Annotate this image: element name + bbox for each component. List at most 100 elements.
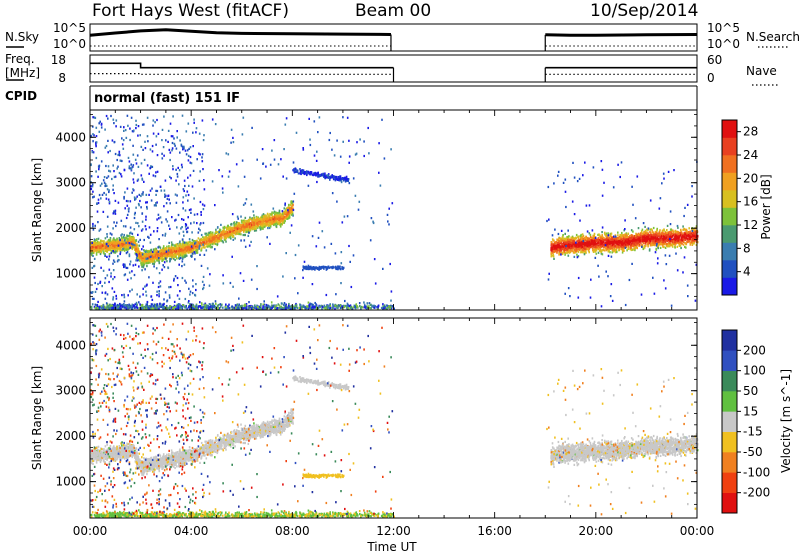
power-point bbox=[221, 240, 224, 243]
power-point bbox=[285, 211, 287, 214]
power-point bbox=[200, 239, 203, 242]
power-point bbox=[631, 239, 634, 242]
power-point bbox=[624, 233, 627, 236]
power-point bbox=[187, 245, 189, 248]
power-point bbox=[620, 234, 622, 237]
power-point bbox=[128, 239, 131, 242]
power-point bbox=[132, 235, 134, 238]
power-point bbox=[100, 242, 102, 245]
power-point bbox=[582, 235, 585, 238]
power-point bbox=[122, 242, 125, 245]
power-point bbox=[580, 236, 582, 239]
power-point bbox=[338, 176, 341, 179]
power-point bbox=[634, 236, 636, 239]
power-point bbox=[154, 260, 156, 263]
power-point bbox=[103, 248, 105, 251]
power-point bbox=[571, 245, 573, 248]
power-point bbox=[550, 241, 553, 244]
power-point bbox=[590, 239, 593, 242]
power-point bbox=[601, 234, 603, 237]
power-point bbox=[185, 241, 187, 244]
power-point bbox=[251, 219, 253, 222]
power-point bbox=[276, 217, 278, 220]
power-point bbox=[236, 227, 239, 231]
power-point bbox=[262, 217, 264, 220]
power-point bbox=[214, 242, 217, 246]
power-point bbox=[564, 252, 567, 255]
power-point bbox=[271, 211, 273, 214]
power-point bbox=[653, 239, 656, 242]
power-point bbox=[114, 239, 117, 242]
power-point bbox=[642, 247, 645, 251]
power-point bbox=[602, 239, 605, 242]
power-point bbox=[685, 246, 687, 249]
power-point bbox=[611, 237, 613, 240]
power-point bbox=[647, 234, 649, 237]
power-point bbox=[647, 245, 649, 248]
power-point bbox=[589, 243, 592, 246]
power-point bbox=[560, 246, 562, 249]
power-point bbox=[282, 215, 284, 218]
power-point bbox=[127, 238, 129, 241]
power-point bbox=[602, 240, 605, 243]
power-point bbox=[664, 232, 666, 235]
power-point bbox=[233, 222, 235, 225]
power-point bbox=[278, 210, 281, 214]
power-point bbox=[655, 239, 657, 242]
power-point bbox=[126, 248, 128, 251]
power-point bbox=[590, 241, 593, 244]
power-point bbox=[574, 251, 576, 254]
power-point bbox=[299, 168, 301, 171]
power-point bbox=[278, 220, 280, 223]
power-point bbox=[151, 258, 154, 261]
power-point bbox=[601, 235, 604, 238]
power-point bbox=[623, 242, 625, 245]
power-point bbox=[561, 247, 563, 251]
power-point bbox=[644, 235, 646, 238]
power-point bbox=[235, 221, 238, 224]
power-point bbox=[259, 221, 261, 224]
power-point bbox=[290, 210, 292, 214]
power-point bbox=[572, 241, 575, 244]
power-point bbox=[552, 251, 554, 254]
power-point bbox=[666, 229, 668, 232]
power-point bbox=[662, 238, 665, 241]
power-point bbox=[634, 249, 636, 252]
power-point bbox=[689, 233, 691, 236]
power-point bbox=[554, 242, 557, 245]
power-point bbox=[329, 178, 331, 181]
power-point bbox=[176, 247, 179, 250]
power-point bbox=[617, 231, 619, 234]
power-point bbox=[649, 233, 652, 237]
power-point bbox=[100, 246, 103, 249]
power-point bbox=[653, 240, 655, 243]
power-point bbox=[613, 249, 616, 252]
power-point bbox=[120, 241, 123, 244]
power-point bbox=[286, 207, 288, 210]
power-point bbox=[311, 173, 314, 176]
power-point bbox=[90, 241, 93, 244]
power-point bbox=[109, 245, 111, 248]
power-point bbox=[662, 237, 664, 240]
power-point bbox=[644, 242, 647, 245]
power-point bbox=[237, 225, 240, 228]
power-point bbox=[124, 241, 126, 245]
power-point bbox=[219, 234, 222, 237]
power-point bbox=[125, 236, 128, 239]
power-point bbox=[192, 248, 195, 251]
power-point bbox=[109, 240, 111, 243]
cpid-mode: normal (fast) 151 IF bbox=[94, 91, 240, 106]
power-point bbox=[601, 248, 604, 252]
power-point bbox=[272, 215, 274, 219]
power-point bbox=[188, 251, 191, 254]
power-point bbox=[665, 239, 667, 242]
power-point bbox=[630, 238, 632, 241]
power-point bbox=[199, 253, 201, 256]
power-point bbox=[639, 234, 642, 237]
power-point bbox=[669, 239, 672, 242]
power-point bbox=[632, 242, 634, 245]
power-point bbox=[249, 216, 251, 219]
power-point bbox=[626, 235, 629, 238]
power-point bbox=[607, 239, 609, 242]
power-point bbox=[197, 242, 199, 245]
